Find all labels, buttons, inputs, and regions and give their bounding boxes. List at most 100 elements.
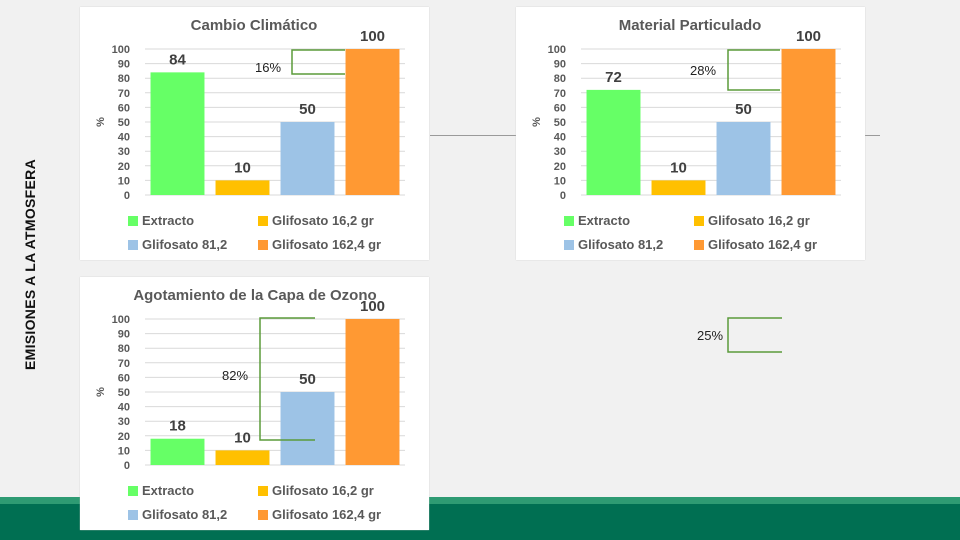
data-label: 50 [299, 371, 316, 388]
y-tick-label: 90 [118, 59, 130, 71]
y-tick-label: 10 [118, 175, 130, 187]
annotation-side-pct: 25% [697, 328, 724, 343]
y-tick-label: 60 [118, 372, 130, 384]
legend-label: Extracto [142, 483, 194, 498]
legend-swatch [694, 240, 704, 250]
legend-swatch [564, 240, 574, 250]
bar-4 [781, 49, 836, 195]
y-tick-label: 50 [118, 117, 130, 129]
y-tick-label: 30 [118, 416, 130, 428]
chart-capa-ozono: Agotamiento de la Capa de Ozono% 100 90 80 7… [80, 277, 429, 530]
data-label: 84 [169, 51, 186, 68]
y-axis-label: % [95, 117, 107, 127]
bar-3 [280, 392, 335, 465]
y-tick-label: 100 [548, 44, 566, 56]
y-tick-label: 10 [554, 175, 566, 187]
legend-label: Glifosato 16,2 gr [272, 213, 374, 228]
data-label: 10 [234, 159, 251, 176]
chart-capa-ozono-svg: Agotamiento de la Capa de Ozono%10090807… [95, 287, 405, 522]
legend-label: Glifosato 16,2 gr [708, 213, 810, 228]
legend-swatch [128, 240, 138, 250]
y-tick-label: 50 [118, 387, 130, 399]
chart-material-particulado: Material Particulado% 100 90 80 70 60 50 40 30 20… [516, 7, 865, 260]
y-tick-label: 40 [118, 132, 130, 144]
y-tick-label: 10 [118, 445, 130, 457]
bar-2 [215, 180, 270, 195]
divider-line-right [864, 135, 880, 136]
data-label: 100 [360, 28, 385, 45]
legend-swatch [128, 216, 138, 226]
bar-1 [586, 89, 641, 195]
data-label: 100 [360, 298, 385, 315]
legend-label: Glifosato 81,2 [578, 237, 663, 252]
legend-swatch [258, 216, 268, 226]
bracket-side [727, 317, 782, 353]
y-tick-label: 40 [118, 402, 130, 414]
legend-label: Glifosato 162,4 gr [272, 507, 381, 522]
y-tick-label: 70 [554, 88, 566, 100]
bar-3 [716, 122, 771, 195]
y-tick-label: 60 [118, 102, 130, 114]
y-tick-label: 0 [124, 460, 130, 472]
legend-label: Glifosato 81,2 [142, 237, 227, 252]
y-tick-label: 80 [118, 73, 130, 85]
y-tick-label: 20 [118, 161, 130, 173]
legend-label: Glifosato 162,4 gr [708, 237, 817, 252]
side-axis-label: EMISIONES A LA ATMOSFERA [22, 159, 38, 370]
y-tick-label: 60 [554, 102, 566, 114]
y-tick-label: 70 [118, 88, 130, 100]
y-tick-label: 80 [554, 73, 566, 85]
chart-cambio-climatico-svg: Cambio Climático%10090807060504030201008… [95, 17, 405, 252]
y-tick-label: 100 [112, 44, 130, 56]
y-tick-label: 100 [112, 314, 130, 326]
legend-label: Extracto [142, 213, 194, 228]
bar-1 [150, 438, 205, 465]
y-tick-label: 20 [118, 431, 130, 443]
y-tick-label: 50 [554, 117, 566, 129]
annotation-material-pct: 28% [690, 63, 717, 78]
legend-swatch [564, 216, 574, 226]
y-tick-label: 90 [554, 59, 566, 71]
bar-2 [651, 180, 706, 195]
y-tick-label: 40 [554, 132, 566, 144]
footer-stripe [0, 497, 960, 504]
bar-3 [280, 122, 335, 195]
y-tick-label: 0 [124, 190, 130, 202]
bar-2 [215, 450, 270, 465]
data-label: 100 [796, 28, 821, 45]
data-label: 50 [299, 101, 316, 118]
y-tick-label: 80 [118, 343, 130, 355]
legend-label: Glifosato 81,2 [142, 507, 227, 522]
legend-swatch [694, 216, 704, 226]
y-tick-label: 90 [118, 329, 130, 341]
legend-label: Extracto [578, 213, 630, 228]
legend-swatch [258, 510, 268, 520]
y-tick-label: 30 [118, 146, 130, 158]
legend-swatch [128, 486, 138, 496]
y-tick-label: 30 [554, 146, 566, 158]
bar-1 [150, 72, 205, 195]
data-label: 50 [735, 101, 752, 118]
bar-4 [345, 319, 400, 465]
y-axis-label: % [95, 387, 107, 397]
legend-swatch [128, 510, 138, 520]
bar-4 [345, 49, 400, 195]
legend-label: Glifosato 16,2 gr [272, 483, 374, 498]
chart-title: Cambio Climático [191, 17, 318, 34]
data-label: 10 [670, 159, 687, 176]
chart-cambio-climatico: Cambio Climático% 100 90 80 70 60 50 40 30 20 10 0 8… [80, 7, 429, 260]
legend-swatch [258, 240, 268, 250]
y-tick-label: 0 [560, 190, 566, 202]
data-label: 10 [234, 429, 251, 446]
y-axis-label: % [531, 117, 543, 127]
legend-label: Glifosato 162,4 gr [272, 237, 381, 252]
y-tick-label: 20 [554, 161, 566, 173]
annotation-ozono-pct: 82% [222, 368, 249, 383]
data-label: 72 [605, 69, 622, 86]
y-tick-label: 70 [118, 358, 130, 370]
chart-material-particulado-svg: Material Particulado%1009080706050403020… [531, 17, 841, 252]
legend-swatch [258, 486, 268, 496]
annotation-cambio-pct: 16% [255, 60, 282, 75]
divider-line [430, 135, 516, 136]
chart-title: Material Particulado [619, 17, 762, 34]
